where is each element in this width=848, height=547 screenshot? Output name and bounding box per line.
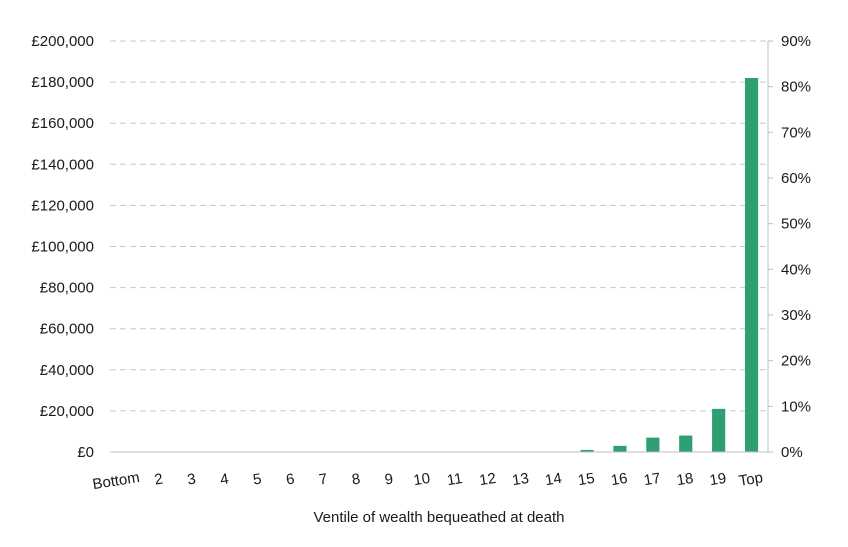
x-tick-label: 10 [412, 470, 431, 489]
x-tick-label: 14 [544, 470, 563, 489]
y2-tick-label: 0% [781, 444, 803, 461]
y-tick-label: £140,000 [31, 156, 94, 173]
x-tick-label: 13 [511, 470, 530, 489]
x-tick-label: 17 [643, 470, 662, 489]
x-tick-label: 7 [318, 471, 329, 489]
y2-tick-label: 70% [781, 124, 811, 141]
y-tick-label: £160,000 [31, 115, 94, 132]
left-axis-ticks: £0 £20,000 £40,000 £60,000 £80,000 £100,000 £1… [31, 33, 94, 461]
x-tick-label: 15 [577, 470, 596, 489]
x-tick-label: 18 [675, 470, 694, 489]
x-tick-label: 8 [351, 471, 362, 489]
bars [580, 77, 759, 453]
x-tick-label: 16 [610, 470, 629, 489]
x-tick-label: 3 [186, 471, 197, 489]
y2-tick-label: 50% [781, 216, 811, 233]
x-tick-label: 19 [708, 470, 727, 489]
y-tick-label: £20,000 [40, 403, 94, 420]
bar [580, 449, 594, 452]
x-tick-label: 2 [153, 471, 164, 489]
bar [679, 435, 693, 452]
y-tick-label: £40,000 [40, 362, 94, 379]
x-tick-label: Bottom [91, 469, 141, 493]
y-tick-label: £60,000 [40, 321, 94, 338]
y2-tick-label: 90% [781, 33, 811, 50]
y-tick-label: £80,000 [40, 280, 94, 297]
x-tick-label: 9 [383, 471, 394, 489]
x-tick-label: 12 [478, 470, 497, 489]
y-tick-label: £200,000 [31, 33, 94, 50]
right-axis-ticks: 0% 10% 20% 30% 40% 50% 60% 70% 80% 90% [768, 33, 811, 461]
y2-tick-label: 20% [781, 353, 811, 370]
y2-tick-label: 60% [781, 170, 811, 187]
x-axis-title: Ventile of wealth bequeathed at death [313, 509, 564, 526]
y-tick-label: £120,000 [31, 197, 94, 214]
bar [744, 77, 759, 453]
x-tick-label: Top [738, 469, 765, 490]
y2-tick-label: 30% [781, 307, 811, 324]
gridlines [110, 40, 768, 412]
y-tick-label: £0 [77, 444, 94, 461]
bar [712, 408, 726, 452]
y2-tick-label: 10% [781, 398, 811, 415]
y2-tick-label: 40% [781, 261, 811, 278]
y-tick-label: £180,000 [31, 74, 94, 91]
y-tick-label: £100,000 [31, 239, 94, 256]
bar [613, 445, 627, 452]
y2-tick-label: 80% [781, 79, 811, 96]
x-tick-label: 11 [446, 470, 464, 489]
x-tick-label: 5 [252, 471, 263, 489]
x-tick-label: 6 [285, 471, 296, 489]
x-axis-ticks: Bottom 2 3 4 5 6 7 8 9 10 11 12 13 14 15 16 17 18 19 Top [91, 469, 764, 493]
x-tick-label: 4 [219, 471, 230, 489]
bar [646, 437, 660, 452]
